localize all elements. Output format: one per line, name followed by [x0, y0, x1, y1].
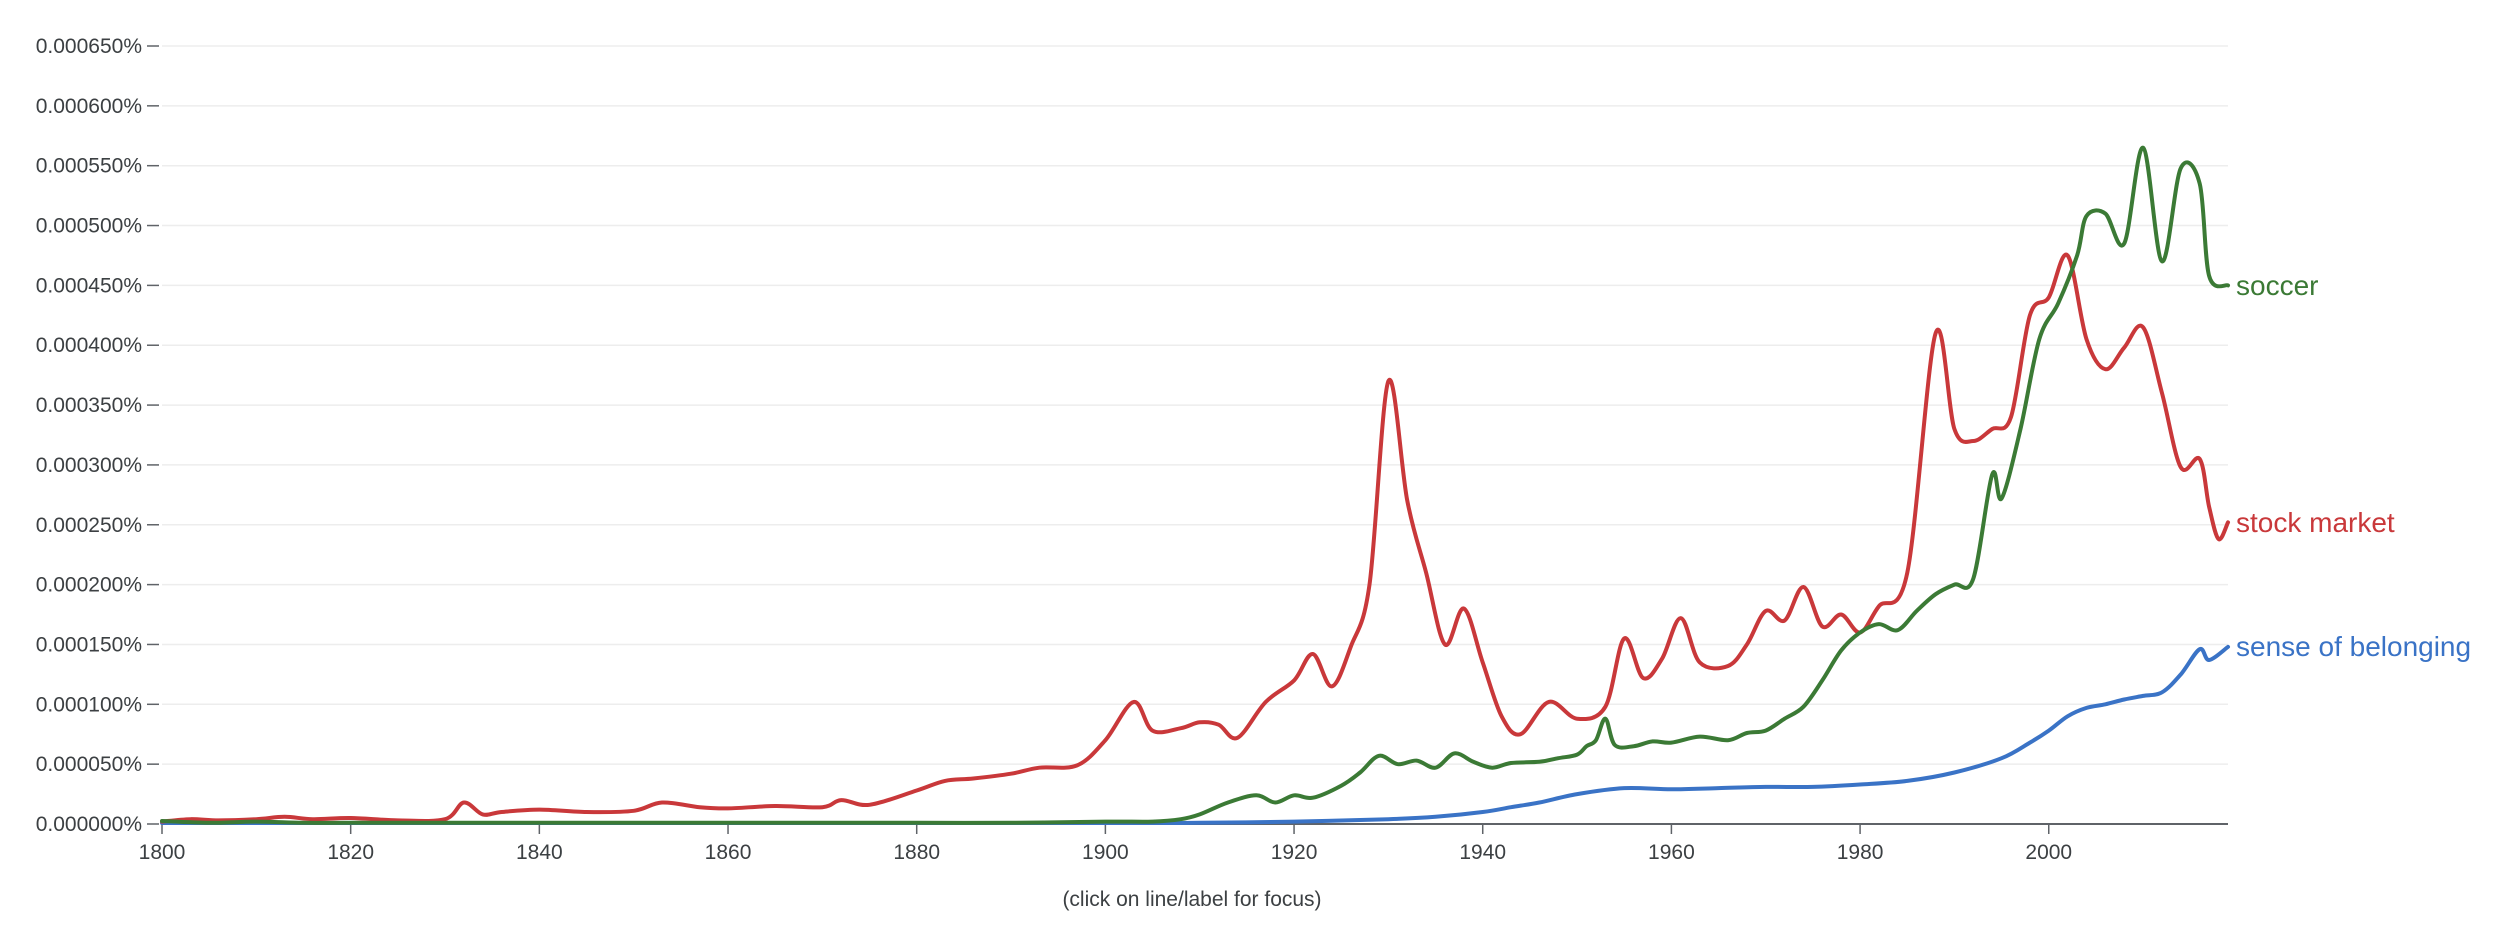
x-tick-label: 1900: [1082, 841, 1129, 864]
x-tick-label: 1880: [893, 841, 940, 864]
series-label-soccer[interactable]: soccer: [2236, 270, 2318, 301]
y-tick-label: 0.000550%: [36, 155, 142, 178]
series-label-sense-of-belonging[interactable]: sense of belonging: [2236, 631, 2471, 662]
y-tick-label: 0.000400%: [36, 334, 142, 357]
y-tick-label: 0.000150%: [36, 633, 142, 656]
y-tick-label: 0.000300%: [36, 454, 142, 477]
x-tick-label: 2000: [2025, 841, 2072, 864]
x-tick-label: 1820: [327, 841, 374, 864]
x-tick-label: 1800: [139, 841, 186, 864]
y-tick-label: 0.000450%: [36, 274, 142, 297]
series-line-stock-market[interactable]: [160, 252, 2230, 824]
x-tick-label: 1920: [1271, 841, 1318, 864]
x-tick-label: 1960: [1648, 841, 1695, 864]
y-tick-label: 0.000500%: [36, 215, 142, 238]
x-tick-label: 1840: [516, 841, 563, 864]
y-tick-label: 0.000650%: [36, 35, 142, 58]
y-tick-label: 0.000200%: [36, 574, 142, 597]
series-line-sense-of-belonging[interactable]: [160, 644, 2230, 826]
x-tick-label: 1860: [705, 841, 752, 864]
y-tick-label: 0.000250%: [36, 514, 142, 537]
y-tick-label: 0.000050%: [36, 753, 142, 776]
axes: 0.000000% 0.000050% 0.000100% 0.000150% 0.00…: [36, 35, 2228, 864]
series-label-stock-market[interactable]: stock market: [2236, 507, 2395, 538]
x-tick-label: 1980: [1837, 841, 1884, 864]
series-labels: soccer stock market sense of belonging: [2236, 270, 2471, 662]
focus-hint-caption: (click on line/label for focus): [1062, 888, 1321, 911]
y-tick-label: 0.000600%: [36, 95, 142, 118]
gridlines: [162, 45, 2228, 765]
y-tick-label: 0.000000%: [36, 813, 142, 836]
y-tick-label: 0.000100%: [36, 693, 142, 716]
series-line-soccer[interactable]: [160, 145, 2230, 825]
y-tick-label: 0.000350%: [36, 394, 142, 417]
x-tick-label: 1940: [1459, 841, 1506, 864]
series-lines: [160, 145, 2230, 826]
